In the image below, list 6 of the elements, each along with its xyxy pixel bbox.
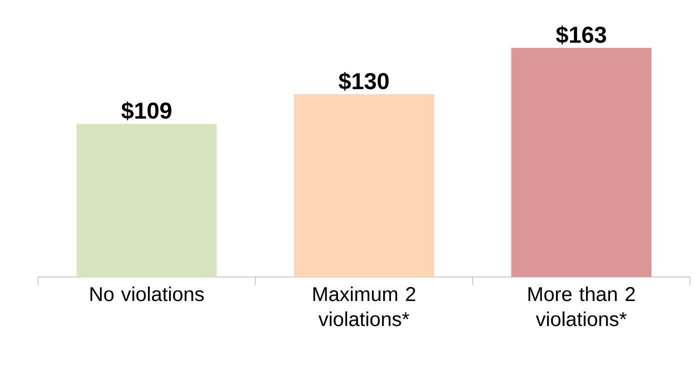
x-tick-label: No violations — [90, 286, 204, 302]
data-label: $163 — [556, 26, 606, 44]
data-label: $130 — [338, 72, 389, 91]
data-label: $109 — [121, 102, 172, 120]
x-tick-label: Maximum 2 violations* — [313, 286, 416, 326]
x-tick-label: More than 2 violations* — [528, 286, 635, 326]
